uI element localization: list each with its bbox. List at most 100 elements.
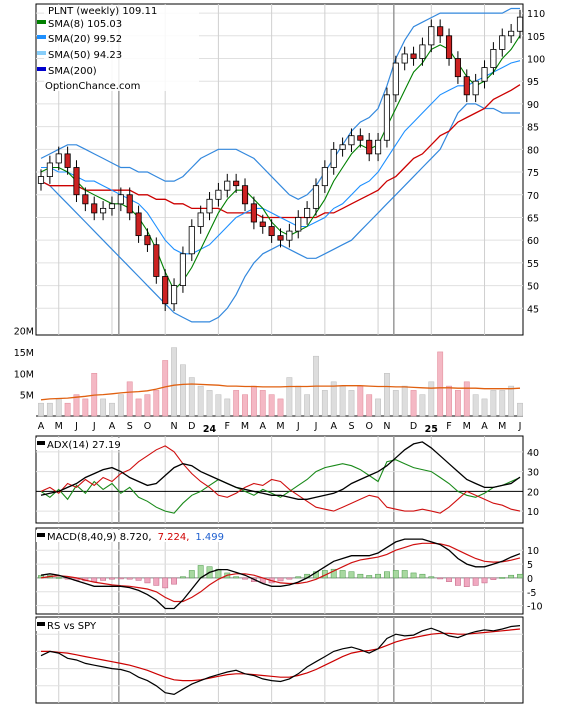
macd-histogram-bar [295, 576, 302, 579]
candle-body [224, 180, 231, 191]
price-legend: PLNT (weekly) 109.11 SMA(8) 105.03 SMA(2… [37, 5, 199, 92]
candle-body [428, 26, 435, 46]
macd-histogram-bar [490, 577, 497, 580]
macd-histogram-bar [366, 575, 373, 579]
macd-line [40, 538, 521, 610]
legend-swatch-sma8 [37, 20, 46, 24]
volume-panel: 20M 15M 10M 5M [14, 327, 523, 417]
adx-line [40, 441, 521, 500]
x-tick-label: J [518, 421, 522, 432]
volume-bar [250, 385, 257, 417]
minus-di-line [40, 445, 521, 514]
candle-body [375, 139, 382, 155]
macd-histogram-bar [348, 571, 355, 579]
legend-sma200: SMA(200) [48, 66, 97, 77]
macd-histogram-bar [277, 577, 284, 582]
price-ytick-label: 70 [527, 191, 539, 202]
volume-bar [117, 394, 124, 417]
volume-bar [206, 390, 213, 417]
macd-ytick-label: -10 [527, 602, 543, 613]
upper-band-line [40, 7, 520, 200]
volume-bar [517, 402, 523, 417]
candle-body [277, 235, 284, 241]
volume-ytick-label: 15M [14, 348, 34, 359]
price-ytick-label: 85 [527, 123, 539, 134]
candle-body [516, 16, 524, 32]
macd-histogram-bar [330, 568, 337, 579]
macd-histogram-bar [357, 573, 364, 579]
candle-body [206, 198, 213, 214]
price-ytick-label: 110 [527, 9, 545, 20]
candle-body [108, 203, 116, 209]
macd-histogram-bar [472, 577, 479, 586]
candle-body [215, 189, 222, 200]
macd-histogram-bar [401, 570, 408, 579]
x-tick-label: O [365, 421, 372, 432]
volume-bar [242, 394, 248, 417]
candle-body [454, 58, 461, 78]
candle-body [117, 194, 124, 205]
volume-bar [295, 385, 302, 417]
legend-sma50: SMA(50) 94.23 [48, 50, 122, 61]
volume-bar [224, 398, 231, 417]
macd-histogram-bar [171, 577, 177, 585]
price-ytick-label: 105 [527, 32, 545, 43]
price-ytick-label: 95 [527, 77, 539, 88]
x-tick-label: N [383, 421, 390, 432]
price-ytick-label: 65 [527, 213, 539, 224]
price-ytick-label: 60 [527, 236, 539, 247]
candle-body [508, 30, 515, 37]
macd-value: MACD(8,40,9) 8.720, [47, 532, 152, 543]
macd-frame [35, 527, 524, 615]
volume-bar [259, 390, 266, 417]
macd-histogram-bar [339, 570, 346, 579]
volume-bar [286, 377, 293, 417]
rs-label-swatch [37, 622, 45, 626]
volume-bar [38, 402, 44, 417]
volume-bar [153, 390, 160, 417]
candle-body [153, 244, 160, 277]
volume-bar [499, 390, 506, 417]
macd-histogram-bar [375, 573, 381, 579]
x-tick-label: J [314, 421, 318, 432]
volume-bar [428, 381, 435, 417]
volume-bar [73, 394, 80, 417]
adx-ytick-label: 30 [527, 468, 539, 479]
volume-bar [357, 385, 364, 417]
x-tick-label: A [330, 421, 337, 432]
volume-bar [304, 394, 311, 417]
macd-histogram-bar [180, 576, 186, 579]
macd-histogram-bar [499, 577, 506, 579]
rs-average-line [41, 628, 521, 682]
volume-bar [197, 385, 204, 417]
volume-bar [508, 385, 515, 417]
candle-body [55, 153, 62, 164]
macd-histogram-bar [428, 576, 435, 579]
plus-di-line [40, 459, 521, 514]
legend-swatch-sma20 [37, 35, 46, 39]
macd-histogram-bar [233, 576, 240, 579]
adx-label-swatch [37, 441, 45, 445]
price-panel: 110 105 100 95 90 85 80 75 70 65 60 55 50 45 [35, 3, 545, 336]
candle-body [472, 80, 479, 96]
x-tick-label: A [38, 421, 45, 432]
candle-body [73, 167, 80, 196]
x-tick-label: F [225, 421, 230, 432]
rs-label: RS vs SPY [47, 621, 97, 632]
volume-bar [490, 390, 497, 417]
candle-body [499, 35, 506, 50]
volume-bar [366, 394, 373, 417]
adx-panel: 40 30 20 10 [35, 435, 539, 524]
volume-bar [135, 398, 142, 417]
x-tick-label: A [260, 421, 267, 432]
macd-histogram-bar [286, 577, 293, 580]
candle-body [490, 49, 497, 68]
macd-histogram-bar [188, 570, 195, 579]
volume-bar [472, 394, 479, 417]
macd-histogram-bar [144, 577, 151, 584]
adx-label: ADX(14) 27.19 [47, 440, 121, 451]
candle-body [312, 185, 320, 209]
candle-body [64, 153, 71, 168]
candle-body [91, 203, 98, 214]
x-axis: A M J J A S O N D 24 F M A M J J A S O N D 25 F M A M J [38, 421, 522, 435]
